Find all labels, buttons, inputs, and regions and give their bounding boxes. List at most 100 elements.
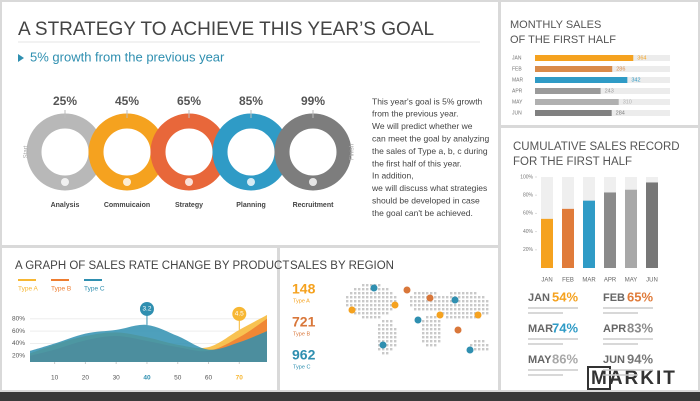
subtitle: 5% growth from the previous year [30, 49, 225, 64]
map-dot [382, 336, 385, 339]
x-tick-label: FEB [562, 278, 574, 284]
map-dot [382, 328, 385, 331]
map-dot [482, 308, 485, 311]
map-dot [394, 340, 397, 343]
map-dot [426, 308, 429, 311]
map-dot [358, 308, 361, 311]
map-dot [446, 296, 449, 299]
map-dot [362, 312, 365, 315]
map-dot [486, 312, 489, 315]
annotation-bubble [232, 306, 247, 321]
map-dot [422, 340, 425, 343]
map-dot [382, 296, 385, 299]
map-dot [374, 292, 377, 295]
map-dot [370, 304, 373, 307]
stat-month: MAY [528, 354, 552, 366]
region-name: Type A [293, 298, 310, 304]
legend-label: Type B [51, 286, 71, 293]
legend-label: Type A [18, 286, 39, 293]
map-pin [403, 286, 411, 294]
map-dot [442, 304, 445, 307]
paragraph-line: This year's goal is 5% growth [372, 96, 483, 106]
step-percent: 65% [177, 94, 201, 108]
stat-percent: 54% [552, 289, 578, 304]
option-label: Option 03 [236, 149, 266, 156]
map-dot [474, 304, 477, 307]
map-dot [354, 312, 357, 315]
map-dot [370, 308, 373, 311]
x-tick-label: 70 [236, 375, 244, 382]
paragraph-line: the goal can't be achieved. [372, 208, 473, 218]
map-dot [434, 328, 437, 331]
map-dot [434, 344, 437, 347]
logo-box [587, 366, 611, 390]
map-dot [470, 316, 473, 319]
step-label: Commuicaion [104, 202, 150, 209]
map-dot [366, 316, 369, 319]
map-dot [458, 316, 461, 319]
category-label: MAR [512, 77, 524, 83]
map-dot [470, 304, 473, 307]
map-dot [382, 304, 385, 307]
region-name: Type B [293, 331, 310, 337]
map-dot [394, 296, 397, 299]
map-dot [378, 292, 381, 295]
map-dot [386, 352, 389, 355]
map-dot [382, 348, 385, 351]
paragraph-line: We will predict whether we [372, 121, 473, 131]
step-icon [185, 178, 193, 186]
paragraph-line: can meet the goal by analyzing [372, 133, 489, 143]
map-dot [462, 308, 465, 311]
map-dot [390, 328, 393, 331]
map-dot [390, 332, 393, 335]
x-tick-label: MAR [582, 278, 596, 284]
map-dot [378, 316, 381, 319]
map-dot [390, 296, 393, 299]
paragraph-line: the sales of Type a, b, c during [372, 146, 488, 156]
x-tick-label: APR [604, 278, 617, 284]
y-tick-label: 60% [12, 328, 25, 335]
map-dot [458, 304, 461, 307]
y-tick-label: 80% [523, 193, 534, 199]
map-dot [430, 292, 433, 295]
annotation-text: 3.2 [142, 306, 151, 313]
map-dot [462, 316, 465, 319]
map-dot [474, 344, 477, 347]
map-dot [358, 304, 361, 307]
map-dot [470, 312, 473, 315]
chart-title: CUMULATIVE SALES RECORD [513, 141, 680, 153]
map-dot [430, 324, 433, 327]
bar [535, 110, 612, 116]
map-dot [378, 348, 381, 351]
chart-title: OF THE FIRST HALF [510, 34, 616, 46]
category-label: APR [512, 88, 523, 94]
map-dot [358, 288, 361, 291]
map-dot [466, 304, 469, 307]
x-tick-label: JAN [541, 278, 552, 284]
map-dot [438, 340, 441, 343]
map-dot [374, 308, 377, 311]
map-dot [458, 292, 461, 295]
bar [583, 200, 595, 268]
map-dot [482, 348, 485, 351]
map-dot [426, 304, 429, 307]
map-dot [394, 300, 397, 303]
value-label: 284 [616, 110, 625, 116]
map-pin [451, 296, 459, 304]
map-dot [386, 288, 389, 291]
category-label: MAY [512, 99, 523, 105]
map-dot [374, 296, 377, 299]
map-dot [442, 312, 445, 315]
map-dot [426, 328, 429, 331]
map-dot [382, 352, 385, 355]
map-dot [346, 304, 349, 307]
bar [535, 88, 601, 94]
map-pin [391, 301, 399, 309]
map-pin [414, 316, 422, 324]
map-dot [430, 340, 433, 343]
map-dot [422, 336, 425, 339]
map-dot [430, 332, 433, 335]
category-label: JUN [512, 110, 522, 116]
map-dot [474, 348, 477, 351]
